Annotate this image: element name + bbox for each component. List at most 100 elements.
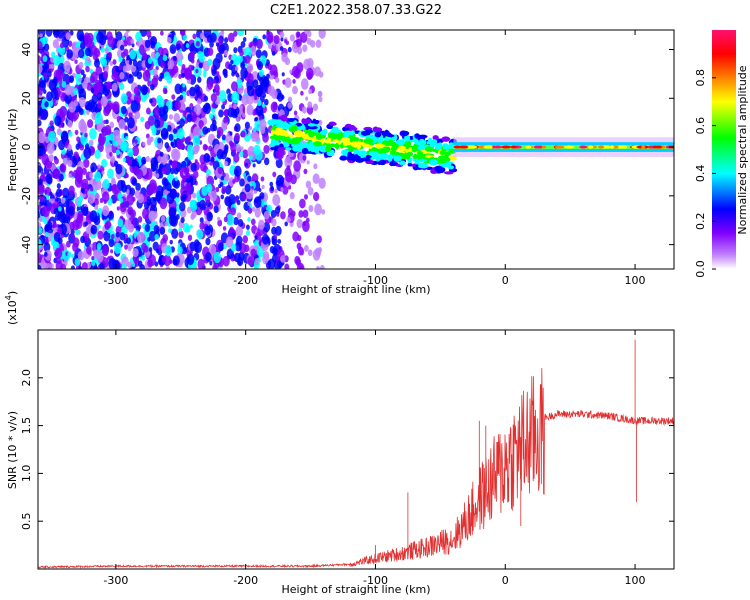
heatmap-cell [110,155,116,163]
heatmap-cell [114,74,120,82]
heatmap-cell [202,104,209,113]
heatmap-cell [115,149,120,156]
heatmap-cell [173,112,180,123]
heatmap-cell [275,157,283,169]
heatmap-cell [96,124,102,132]
heatmap-cell [318,177,326,189]
heatmap-cell [186,113,193,123]
heatmap-cell [343,131,350,138]
heatmap-cell [244,54,251,64]
heatmap-cell [231,91,240,104]
heatmap-cell [418,134,428,139]
heatmap-cell [127,117,135,129]
heatmap-cell [170,141,174,147]
heatmap-cell [254,95,258,100]
heatmap-cell [50,87,59,100]
heatmap-cell [144,120,151,130]
heatmap-cell [145,107,151,115]
heatmap-cell [90,87,95,93]
heatmap-cell [319,130,328,135]
heatmap-cell [237,218,244,227]
heatmap-cell [417,151,423,157]
heatmap-cell [128,73,132,79]
heatmap-cell [42,55,48,63]
heatmap-cell [286,216,291,224]
heatmap-cell [267,258,276,269]
heatmap-cell [218,183,222,189]
colorbar-tick-label: 0.8 [694,69,707,87]
heatmap-cell [122,157,127,163]
top-y-tick-label: -20 [20,187,33,205]
heatmap-cell [229,226,234,234]
heatmap-cell [297,46,303,55]
heatmap-cell [177,128,185,140]
heatmap-cell [251,206,256,212]
bottom-x-tick-label: 0 [502,574,509,587]
heatmap-cell [130,38,135,44]
heatmap-cell [256,61,264,71]
heatmap-cell [303,194,309,200]
heatmap-cell [164,142,170,149]
heatmap-cell [382,131,390,136]
heatmap-cell [60,130,69,142]
heatmap-cell [280,254,286,263]
heatmap-cell [111,177,116,184]
heatmap-cell [227,157,231,163]
heatmap-cell [414,158,420,165]
heatmap-cell [171,228,179,239]
heatmap-cell [417,158,428,162]
heatmap-cell [53,231,61,242]
heatmap-cell [241,193,247,201]
heatmap-cell [339,155,348,161]
heatmap-cell [74,129,79,135]
top-x-tick-label: 0 [502,274,509,287]
heatmap-cell [53,30,60,38]
snr-panel: -300 -200 -100 0 100 0.5 1.0 1.5 2.0 Height of … [4,291,675,596]
heatmap-cell [244,162,249,167]
heatmap-cell [190,162,197,172]
heatmap-cell [250,131,259,143]
heatmap-cell [73,88,79,96]
heatmap-cell [279,46,284,51]
heatmap-cell [283,131,289,137]
heatmap-cell [128,112,133,119]
heatmap-cell [117,218,124,228]
top-x-tick-label: 100 [625,274,646,287]
top-y-tick-label: 20 [20,91,33,105]
heatmap-cell [48,64,52,69]
top-y-tick-label: -40 [20,236,33,254]
heatmap-cell [318,96,323,103]
heatmap-cell [312,103,319,112]
heatmap-cell [159,221,164,228]
heatmap-cell [209,190,218,202]
heatmap-cell [101,245,109,257]
heatmap-cell [230,81,238,92]
heatmap-cell [74,258,81,267]
heatmap-cell [74,228,80,236]
heatmap-cell [292,79,296,84]
heatmap-cell [119,82,125,91]
heatmap-cell [250,248,257,258]
heatmap-cell [258,219,265,230]
heatmap-cell [425,166,434,171]
heatmap-cell [255,49,262,59]
heatmap-cell [59,163,66,172]
heatmap-cell [106,168,114,179]
heatmap-cell [300,31,308,43]
bottom-x-tick-label: -100 [363,574,388,587]
heatmap-cell [324,139,332,144]
heatmap-cell [197,76,202,83]
heatmap-cell [249,126,253,131]
heatmap-cell [72,169,79,179]
heatmap-cell [239,178,245,187]
heatmap-cell [263,210,270,220]
heatmap-cell [458,145,469,149]
heatmap-cell [439,150,447,156]
heatmap-cell [90,224,98,235]
heatmap-cell [424,154,432,158]
heatmap-cell [38,40,43,53]
heatmap-cell [125,173,129,179]
heatmap-cell [262,92,267,98]
heatmap-cell [45,173,53,184]
heatmap-cell [261,233,270,245]
